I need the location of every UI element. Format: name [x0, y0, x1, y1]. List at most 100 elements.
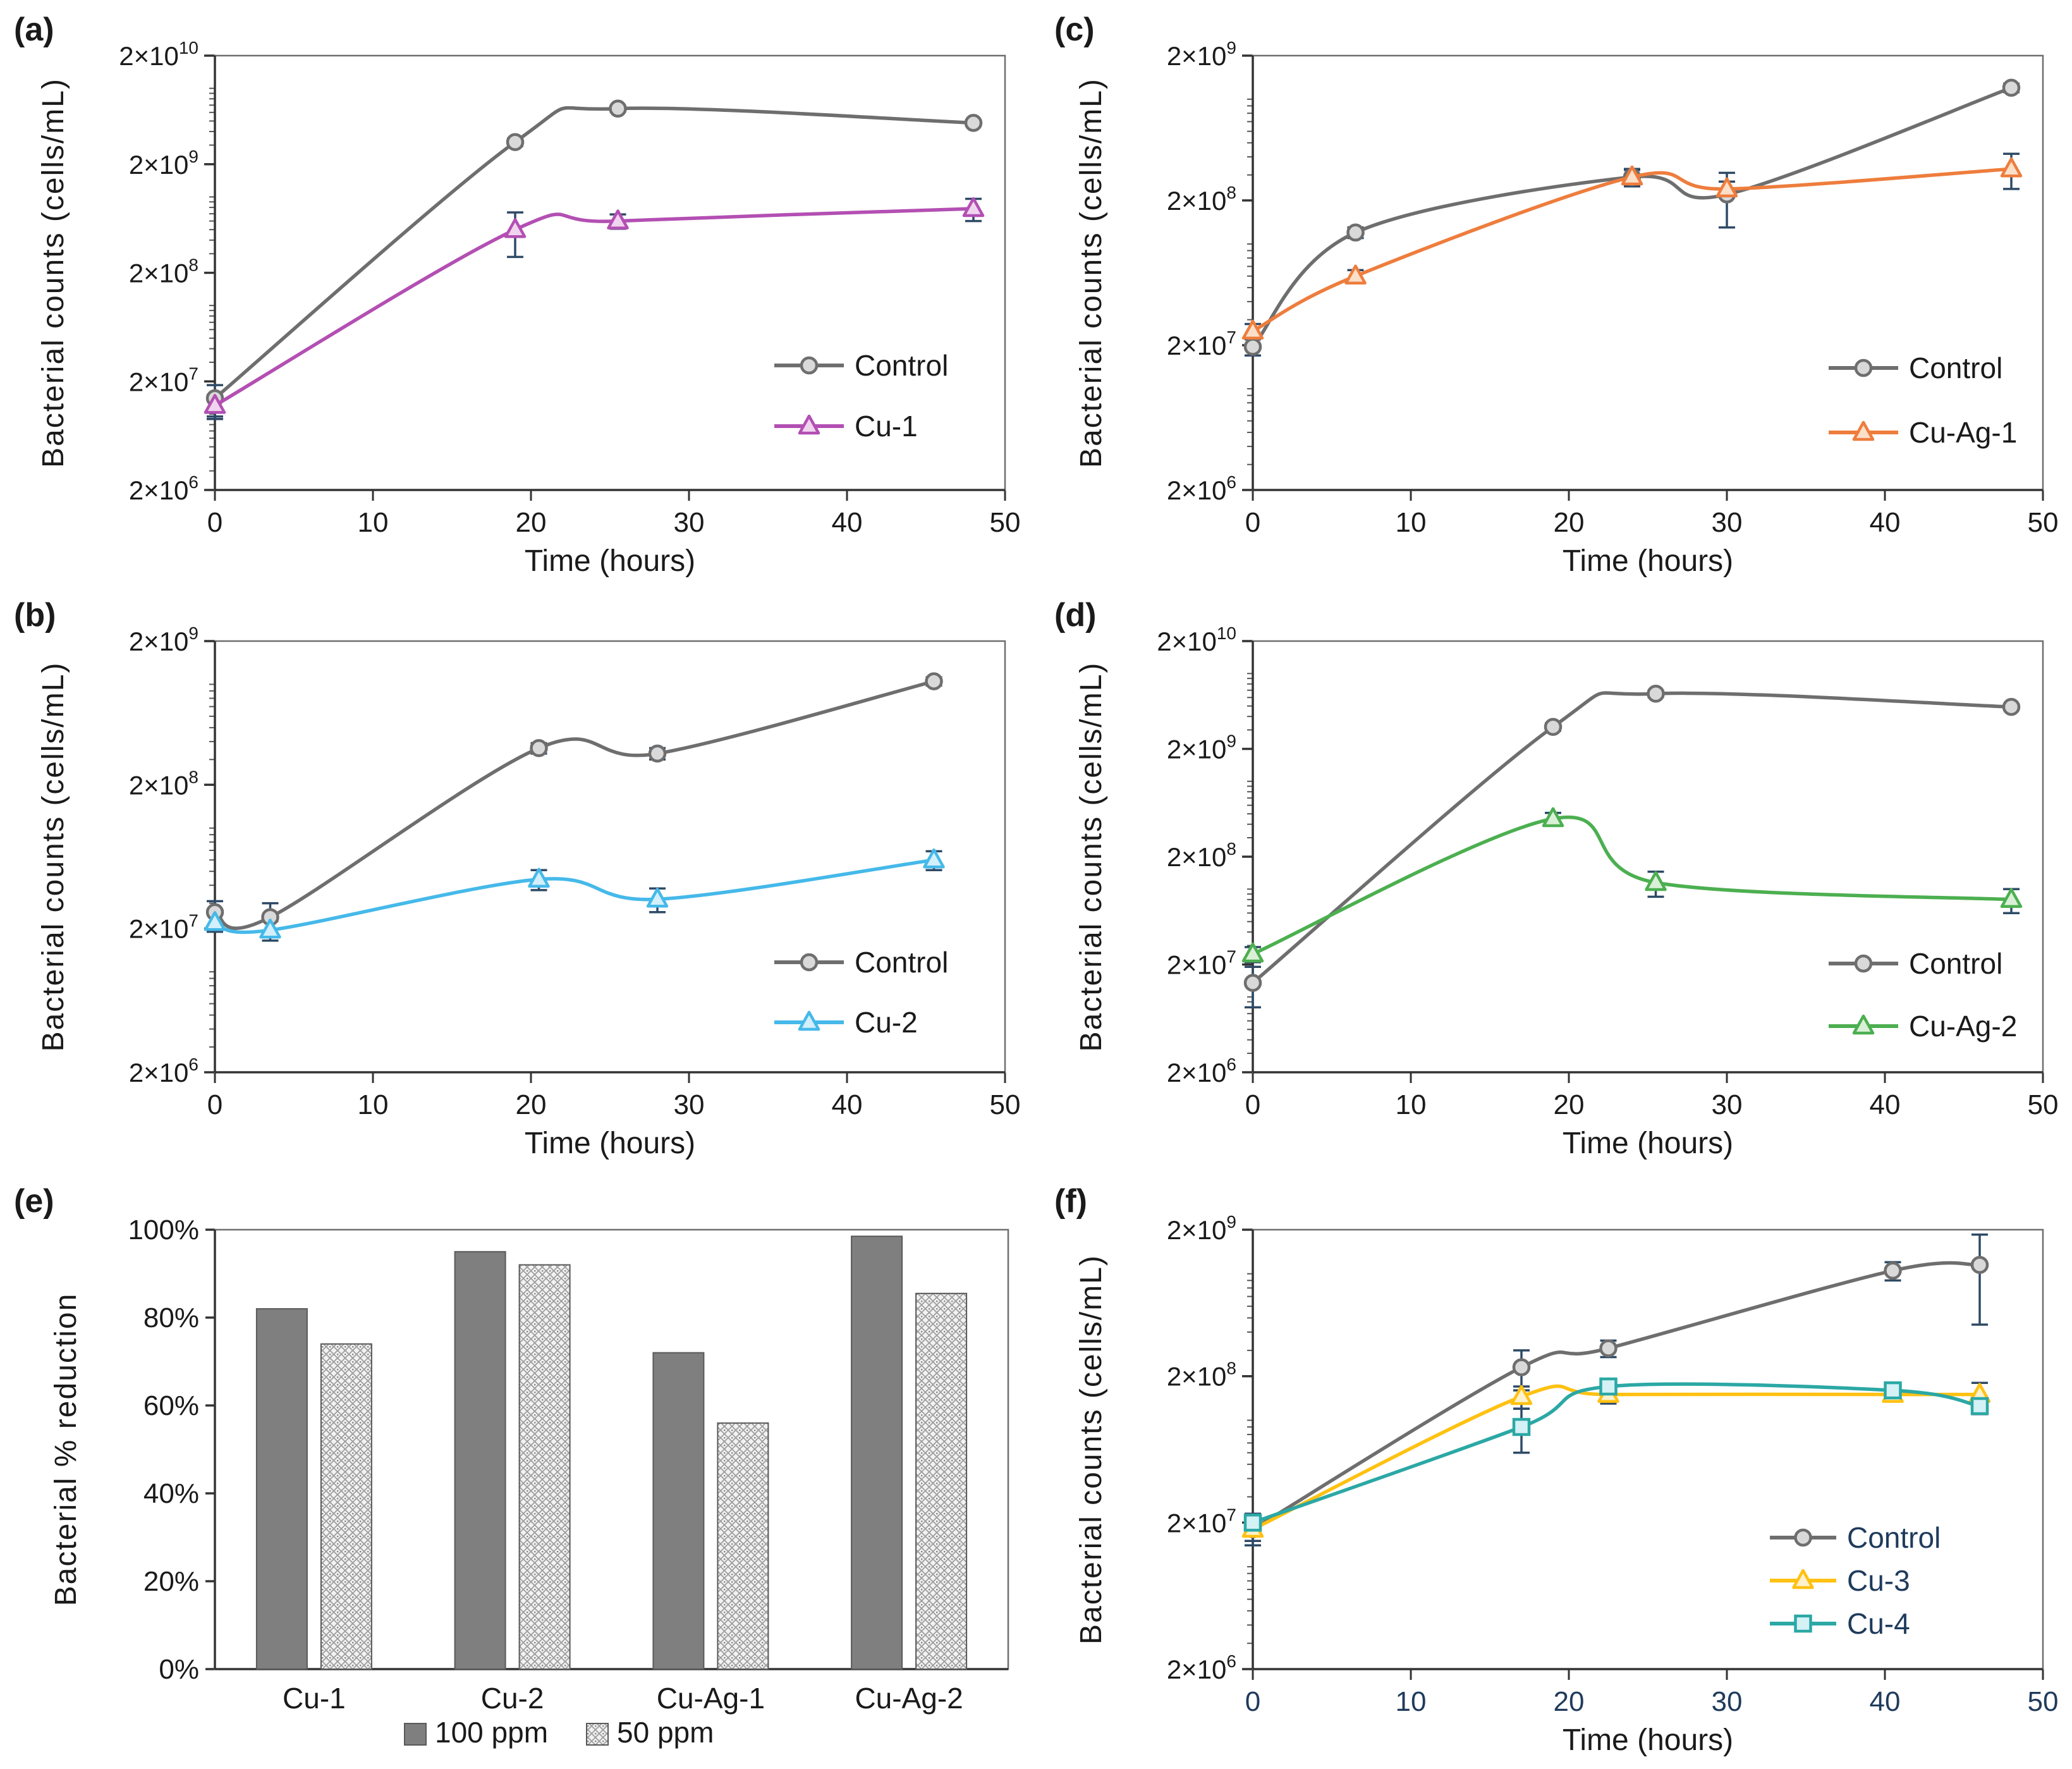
data-point-marker: [1512, 1417, 1531, 1436]
x-tick-label: 30: [1712, 1089, 1743, 1120]
x-tick-label: 20: [1554, 1686, 1585, 1717]
data-point-marker: [1243, 338, 1262, 356]
panel-label: (b): [14, 597, 56, 634]
legend-item-cu-3: Cu-3: [1770, 1564, 1910, 1597]
data-point-marker: [800, 953, 819, 972]
data-point-marker: [530, 739, 548, 757]
x-tick-label: 0: [207, 1089, 222, 1120]
y-tick-label: 100%: [128, 1215, 199, 1246]
x-axis-title: Time (hours): [525, 1127, 695, 1160]
series-line-control: [213, 106, 975, 400]
x-tick-label: 10: [1396, 507, 1427, 538]
category-label: Cu-2: [481, 1682, 544, 1715]
y-tick-label: 2×109: [1167, 1212, 1236, 1245]
legend-item-control: Control: [1770, 1521, 1941, 1554]
series-line-control: [1251, 86, 2013, 349]
legend-swatch: [404, 1723, 427, 1746]
y-tick-label: 2×106: [1167, 1055, 1236, 1087]
data-point-marker: [1542, 807, 1564, 828]
plot-border: [1252, 640, 2044, 1074]
panel-label: (d): [1054, 597, 1096, 634]
legend-swatch: [586, 1723, 609, 1746]
y-tick-label: 40%: [143, 1478, 199, 1509]
data-point-marker: [1794, 1614, 1812, 1633]
panel-label: (c): [1054, 11, 1095, 48]
series-line-cu-3: [1251, 1384, 1982, 1531]
series-line-cu-ag-2: [1251, 815, 2013, 956]
x-tick-label: 20: [1554, 507, 1585, 538]
x-tick-label: 30: [674, 1089, 705, 1120]
data-point-marker: [2002, 78, 2021, 97]
category-label: Cu-1: [283, 1682, 346, 1715]
y-tick-label: 2×106: [1167, 1651, 1236, 1684]
y-axis-title: Bacterial counts (cells/mL): [1075, 78, 1108, 468]
x-axis-title: Time (hours): [1563, 544, 1733, 578]
y-tick-label: 2×108: [1167, 1359, 1236, 1392]
x-tick-label: 40: [1870, 1686, 1901, 1717]
data-point-marker: [964, 114, 983, 132]
legend-item-cu-1: Cu-1: [774, 410, 918, 443]
y-tick-label: 2×109: [129, 147, 198, 180]
data-point-marker: [1970, 1397, 1989, 1416]
bar-cu-1-100ppm: [255, 1308, 308, 1670]
legend-item-cu-ag-1: Cu-Ag-1: [1829, 416, 2017, 449]
y-tick-label: 2×108: [1167, 839, 1236, 872]
x-tick-label: 50: [990, 1089, 1021, 1120]
data-point-marker: [1344, 264, 1367, 285]
x-tick-label: 0: [1245, 507, 1260, 538]
data-point-marker: [1544, 718, 1563, 736]
x-tick-label: 20: [1554, 1089, 1585, 1120]
data-point-marker: [1599, 1377, 1618, 1396]
data-point-marker: [798, 414, 820, 435]
y-axis-title: Bacterial % reduction: [49, 1293, 83, 1607]
data-point-marker: [1852, 420, 1875, 441]
x-tick-label: 0: [207, 507, 222, 538]
data-point-marker: [504, 217, 527, 238]
y-tick-label: 20%: [143, 1566, 199, 1597]
x-tick-label: 30: [674, 507, 705, 538]
y-tick-label: 2×1010: [1157, 623, 1236, 656]
legend-label: 50 ppm: [617, 1716, 714, 1749]
y-tick-label: 2×107: [129, 911, 198, 944]
data-point-marker: [923, 848, 945, 869]
data-point-marker: [1243, 1514, 1262, 1532]
legend-label: Control: [1909, 947, 2002, 980]
y-axis-title: Bacterial counts (cells/mL): [1075, 662, 1108, 1052]
x-axis-title: Time (hours): [1563, 1723, 1733, 1757]
panel-e: 0% 20% 40% 60% 80% 100% Cu-1 Cu-2 Cu-Ag-1 Cu-Ag-2…: [14, 1183, 1009, 1749]
series-line-cu-4: [1251, 1382, 1982, 1525]
x-tick-label: 30: [1712, 507, 1743, 538]
y-tick-label: 2×107: [1167, 947, 1236, 980]
x-tick-label: 50: [2028, 1686, 2059, 1717]
data-point-marker: [1715, 177, 1738, 198]
legend-label: Cu-1: [855, 410, 918, 443]
data-point-marker: [800, 356, 819, 375]
series-line-control: [1251, 691, 2013, 985]
data-point-marker: [1243, 974, 1262, 992]
legend-label: Cu-Ag-2: [1909, 1010, 2017, 1043]
data-point-marker: [648, 744, 667, 763]
series-line-cu-1: [213, 207, 975, 408]
data-point-marker: [1794, 1528, 1812, 1547]
data-point-marker: [2002, 697, 2021, 716]
data-point-marker: [506, 133, 525, 151]
x-tick-label: 10: [358, 1089, 389, 1120]
x-axis-title: Time (hours): [525, 544, 695, 578]
legend-item-cu-ag-2: Cu-Ag-2: [1829, 1010, 2017, 1043]
y-tick-label: 2×109: [1167, 731, 1236, 764]
data-point-marker: [1970, 1256, 1989, 1274]
data-point-marker: [1346, 223, 1365, 242]
legend-label: 100 ppm: [435, 1716, 548, 1749]
x-tick-label: 20: [516, 1089, 547, 1120]
data-point-marker: [1512, 1358, 1531, 1376]
legend-item-100ppm: 100 ppm: [404, 1716, 548, 1749]
legend-item-control: Control: [1829, 352, 2002, 384]
y-tick-label: 2×108: [129, 767, 198, 800]
bar-cu-ag-1-50ppm: [717, 1422, 769, 1670]
panel-b: 2×106 2×107 2×108 2×109 0 10 20 30 40 50 Time (hou…: [14, 597, 1020, 1160]
y-tick-label: 2×109: [129, 623, 198, 656]
data-point-marker: [925, 672, 943, 690]
data-point-marker: [1854, 954, 1873, 973]
x-tick-label: 40: [1870, 1089, 1901, 1120]
